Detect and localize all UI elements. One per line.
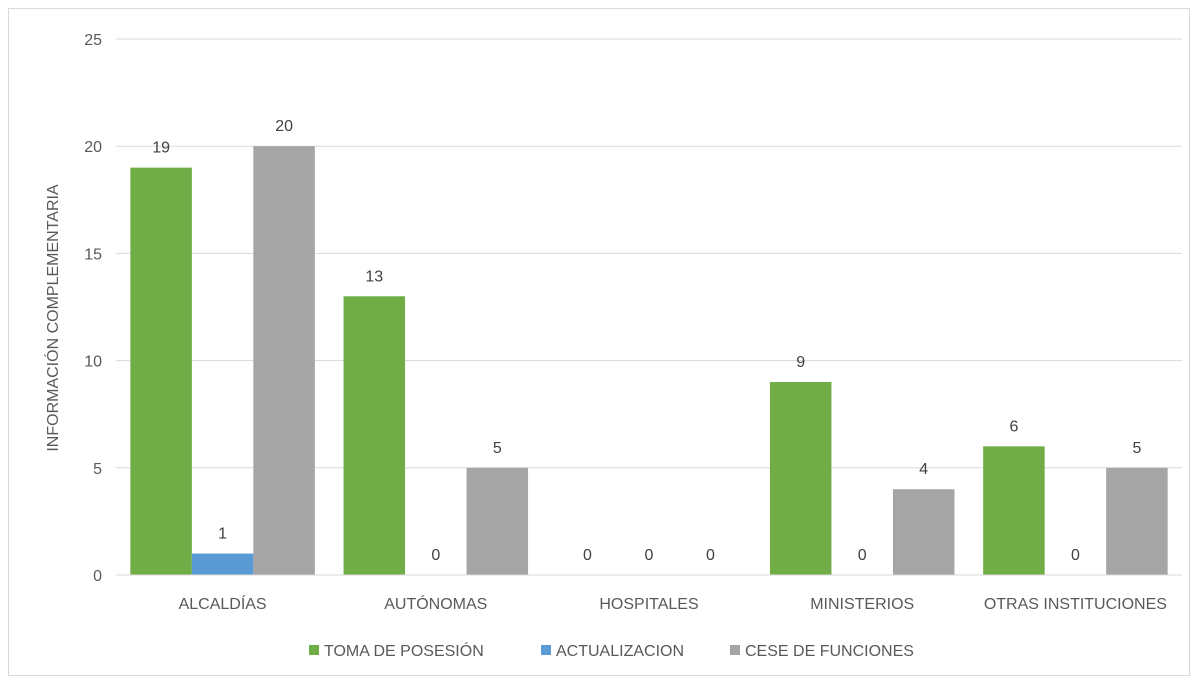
- x-tick-label: AUTÓNOMAS: [384, 594, 487, 613]
- legend-swatch: [541, 645, 551, 655]
- y-tick-label: 10: [84, 354, 102, 371]
- bar: [466, 467, 529, 575]
- y-tick-label: 5: [93, 461, 102, 478]
- data-label: 9: [796, 354, 805, 371]
- y-axis-title: INFORMACIÓN COMPLEMENTARIA: [43, 184, 62, 452]
- y-tick-label: 25: [84, 32, 102, 49]
- bar: [343, 296, 406, 575]
- bar: [892, 489, 955, 575]
- data-label: 6: [1009, 418, 1018, 435]
- bar: [191, 553, 254, 575]
- data-label: 20: [275, 118, 293, 135]
- data-label: 0: [1071, 547, 1080, 564]
- y-tick-label: 0: [93, 568, 102, 585]
- data-label: 4: [919, 461, 928, 478]
- legend: TOMA DE POSESIÓN ACTUALIZACION CESE DE FUN…: [309, 641, 914, 660]
- x-axis-ticks: ALCALDÍAS AUTÓNOMAS HOSPITALES MINISTERIOS O…: [179, 594, 1167, 613]
- y-tick-label: 15: [84, 246, 102, 263]
- x-tick-label: MINISTERIOS: [810, 596, 914, 613]
- legend-swatch: [730, 645, 740, 655]
- x-tick-label: HOSPITALES: [599, 596, 698, 613]
- legend-label: CESE DE FUNCIONES: [745, 643, 914, 660]
- bar: [253, 146, 315, 575]
- bar: [1106, 467, 1168, 575]
- data-label: 5: [1132, 440, 1141, 457]
- data-label: 0: [583, 547, 592, 564]
- data-label: 0: [706, 547, 715, 564]
- legend-label: ACTUALIZACION: [556, 643, 684, 660]
- x-tick-label: ALCALDÍAS: [179, 594, 267, 613]
- legend-item: CESE DE FUNCIONES: [730, 643, 914, 660]
- y-axis-ticks: 0 5 10 15 20 25: [84, 32, 102, 585]
- legend-item: TOMA DE POSESIÓN: [309, 641, 484, 660]
- bars: [130, 146, 1168, 575]
- data-label: 5: [493, 440, 502, 457]
- data-label: 0: [645, 547, 654, 564]
- data-label: 13: [365, 268, 383, 285]
- data-label: 0: [431, 547, 440, 564]
- data-labels: 19 1 20 13 0 5 0 0 0 9 0 4 6 0 5: [152, 118, 1141, 564]
- legend-label: TOMA DE POSESIÓN: [324, 641, 484, 660]
- x-tick-label: OTRAS INSTITUCIONES: [984, 596, 1167, 613]
- bar: [769, 382, 832, 575]
- data-label: 19: [152, 140, 170, 157]
- legend-item: ACTUALIZACION: [541, 643, 684, 660]
- data-label: 1: [218, 526, 227, 543]
- bar: [983, 446, 1045, 575]
- data-label: 0: [858, 547, 867, 564]
- bar: [130, 167, 192, 575]
- legend-swatch: [309, 645, 319, 655]
- y-tick-label: 20: [84, 139, 102, 156]
